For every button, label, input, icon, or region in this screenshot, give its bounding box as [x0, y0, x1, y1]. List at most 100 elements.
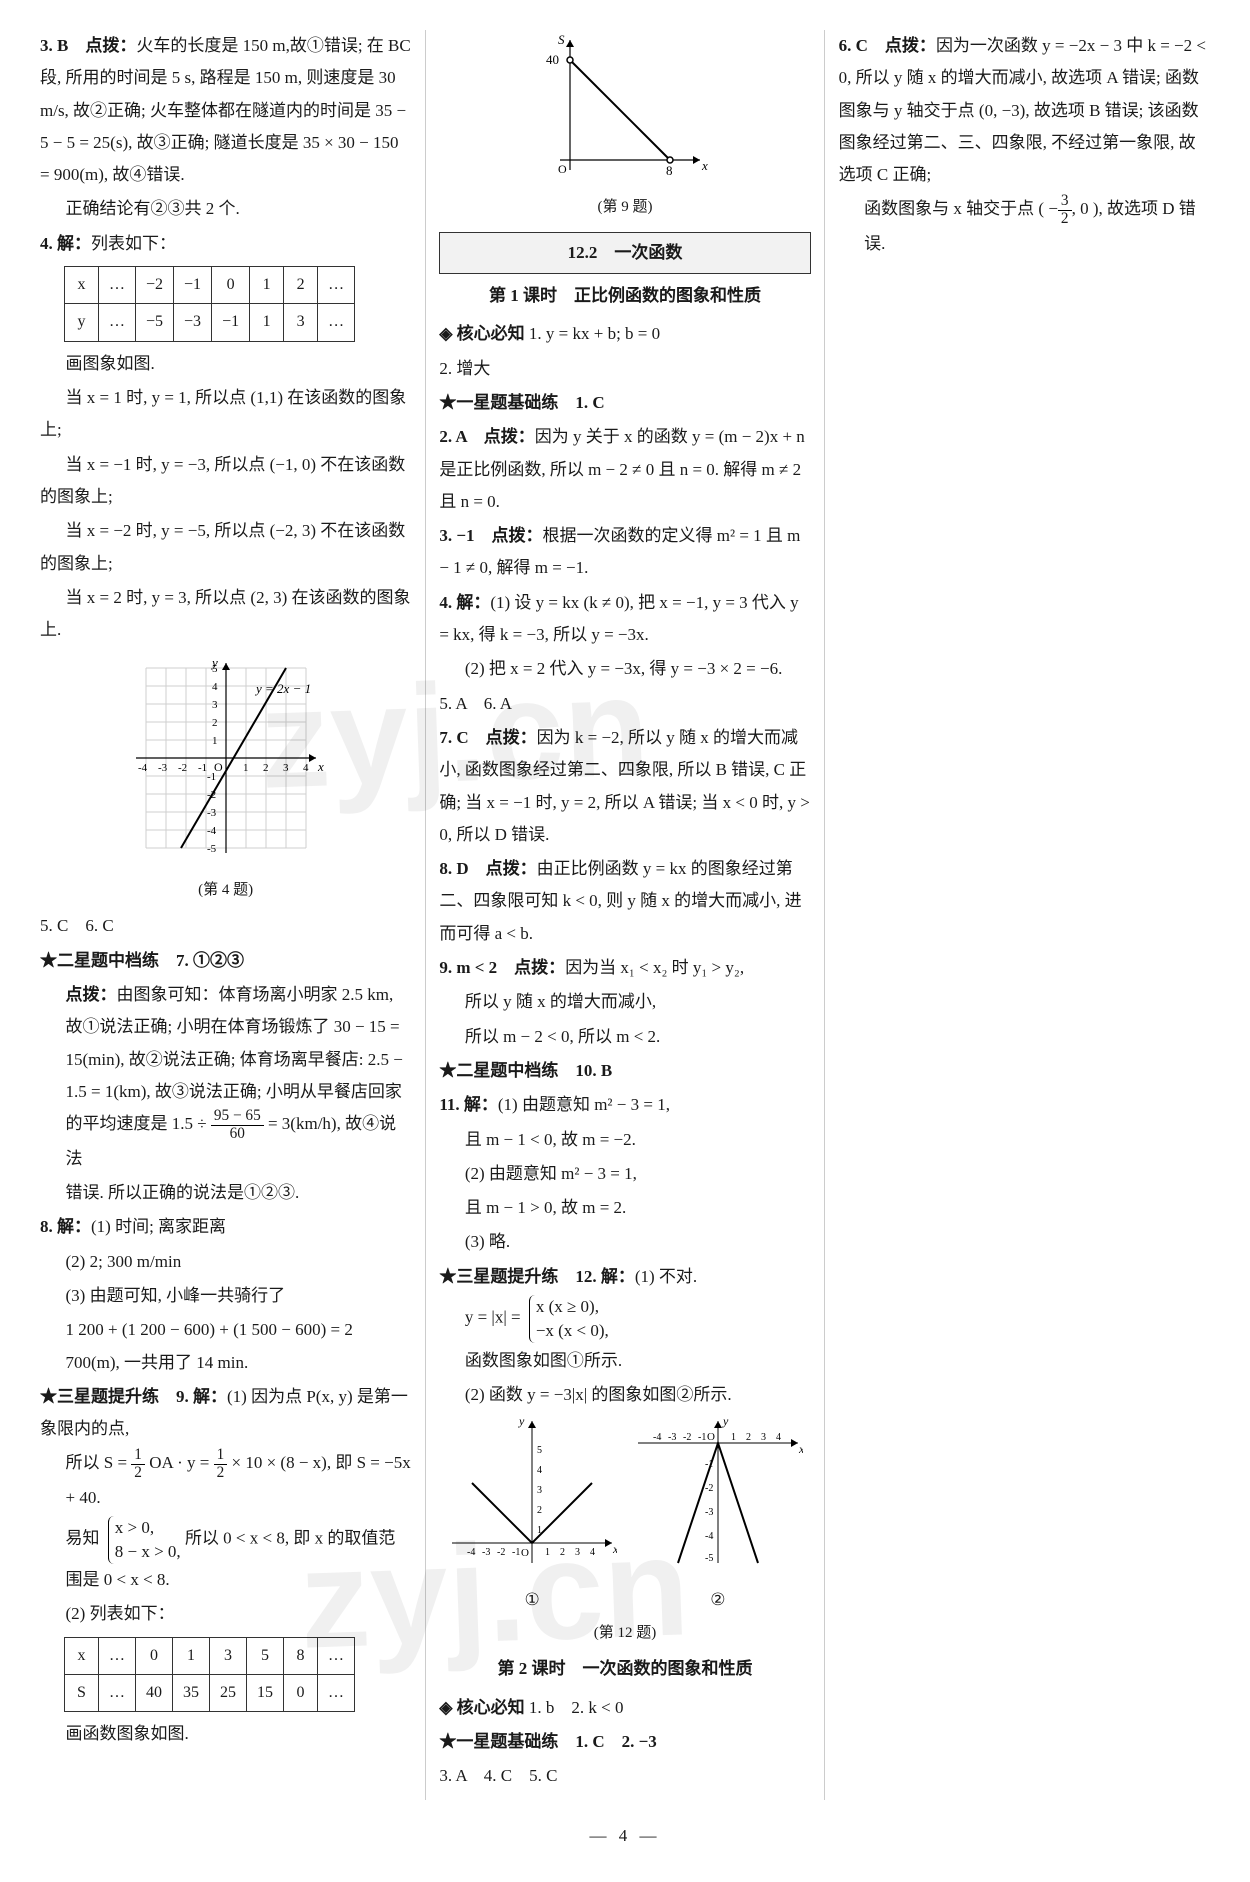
svg-text:1: 1: [212, 735, 218, 747]
c1-star2: ★二星题中档练 7. ①②③: [40, 945, 411, 977]
svg-text:2: 2: [263, 762, 269, 774]
c2-star3-head: ★三星题提升练 9. 解：: [40, 1387, 227, 1406]
c3-q12-eq: y = |x| = x (x ≥ 0), −x (x < 0),: [439, 1295, 810, 1343]
c1-cap4: (第 4 题): [40, 876, 411, 905]
svg-text:-5: -5: [207, 843, 217, 855]
c1-graph4: x y O y = 2x − 1 -4-3-2-11234-5-4-3-2-11…: [40, 653, 411, 905]
t2r1c2: …: [99, 1637, 136, 1674]
hexin2-2: 2. k < 0: [571, 1698, 623, 1717]
hexin2-1: 1. b: [529, 1698, 555, 1717]
c2-q3b: 3. −1 点拨：根据一次函数的定义得 m² = 1 且 m − 1 ≠ 0, …: [439, 520, 810, 585]
c3-graph12: x y O 12345 1234 -1-2-3-4 ① x y O: [439, 1413, 810, 1617]
c3-q11-head: 11. 解：: [439, 1095, 498, 1114]
svg-text:-4: -4: [138, 762, 148, 774]
c3-q8-head: 8. D 点拨：: [439, 859, 536, 878]
svg-text:-2: -2: [705, 1483, 713, 1494]
svg-text:3: 3: [283, 762, 289, 774]
t2r1c3: 0: [136, 1637, 173, 1674]
keshi2: 第 2 课时 一次函数的图象和性质: [439, 1653, 810, 1685]
g12b-label: ②: [633, 1584, 803, 1616]
c1-q3-tail: 正确结论有②③共 2 个.: [40, 193, 411, 225]
bb: 8 − x > 0,: [115, 1542, 181, 1561]
t2r2c7: 0: [284, 1674, 318, 1711]
t1r2c4: −3: [174, 304, 212, 341]
c1-q8-2: (2) 2; 300 m/min: [40, 1246, 411, 1278]
t1r2c7: 3: [284, 304, 318, 341]
svg-text:1: 1: [545, 1547, 550, 1558]
h2n: 1: [214, 1447, 228, 1465]
svg-text:3: 3: [761, 1432, 766, 1443]
c1-q8-head: 8. 解：: [40, 1217, 91, 1236]
c3-q11-3: (3) 略.: [439, 1226, 810, 1258]
c1-q7-tail: 错误. 所以正确的说法是①②③.: [40, 1177, 411, 1209]
t1r1c2: …: [99, 267, 136, 304]
t1r2c2: …: [99, 304, 136, 341]
svg-text:1: 1: [537, 1525, 542, 1536]
section-12-2: 12.2 一次函数: [439, 232, 810, 274]
hexin1-label: ◈ 核心必知: [439, 324, 524, 343]
c3-l345: 3. A 4. C 5. C: [439, 1760, 810, 1792]
c1-q8-3b: 1 200 + (1 200 − 600) + (1 500 − 600) = …: [40, 1314, 411, 1379]
c1-q4-t2: 画图象如图.: [40, 348, 411, 380]
brace1: x > 0, 8 − x > 0,: [108, 1516, 181, 1564]
ba: x > 0,: [115, 1518, 154, 1537]
c2-q2-head: 2. A 点拨：: [439, 427, 534, 446]
c2-q4b: 4. 解：(1) 设 y = kx (k ≠ 0), 把 x = −1, y =…: [439, 587, 810, 652]
t1r2c3: −5: [136, 304, 174, 341]
t2r2c5: 25: [210, 1674, 247, 1711]
t2r2c1: S: [65, 1674, 99, 1711]
c3-q6-tail: 函数图象与 x 轴交于点 ( −32, 0 ), 故选项 D 错误.: [839, 193, 1210, 260]
g12a-wrap: x y O 12345 1234 -1-2-3-4 ①: [447, 1413, 617, 1617]
c2-q9-eq1: 所以 S = 12 OA · y = 12 × 10 × (8 − x), 即 …: [40, 1447, 411, 1514]
c2-q7b: 7. C 点拨：因为 k = −2, 所以 y 随 x 的增大而减小, 函数图象…: [439, 722, 810, 851]
c2-q9-draw: 画函数图象如图.: [40, 1718, 411, 1750]
t1r1c6: 1: [250, 267, 284, 304]
svg-text:40: 40: [546, 52, 559, 67]
c2-q4b-1: (1) 设 y = kx (k ≠ 0), 把 x = −1, y = 3 代入…: [439, 593, 798, 644]
svg-text:3: 3: [212, 699, 218, 711]
half1: 12: [131, 1447, 145, 1482]
g12b-wrap: x y O -1-2-3-4-5 1234 -1-2-3-4 ②: [633, 1413, 803, 1617]
c3-star2: ★二星题中档练 10. B: [439, 1055, 810, 1087]
t2r1c5: 3: [210, 1637, 247, 1674]
q6fd: 2: [1058, 211, 1072, 228]
c3-q6-body: 因为一次函数 y = −2x − 3 中 k = −2 < 0, 所以 y 随 …: [839, 36, 1206, 184]
c2-q9-table: x … 0 1 3 5 8 … S … 40 35 25 15 0 …: [64, 1637, 355, 1713]
c1-q4-head: 4. 解：: [40, 234, 91, 253]
c1-q8-1: (1) 时间; 离家距离: [91, 1217, 226, 1236]
hexin2-label: ◈ 核心必知: [439, 1698, 524, 1717]
svg-text:2: 2: [537, 1505, 542, 1516]
svg-text:x: x: [798, 1442, 803, 1456]
svg-text:y: y: [722, 1414, 729, 1428]
fn1: 95 − 65: [211, 1108, 264, 1126]
half2: 12: [214, 1447, 228, 1482]
svg-text:-1: -1: [698, 1432, 706, 1443]
c3-q6: 6. C 点拨：因为一次函数 y = −2x − 3 中 k = −2 < 0,…: [839, 30, 1210, 191]
c2-star1: ★一星题基础练 1. C: [439, 387, 810, 419]
brace2: x (x ≥ 0), −x (x < 0),: [529, 1295, 609, 1343]
c3-star1b: ★一星题基础练 1. C 2. −3: [439, 1726, 810, 1758]
fd1: 60: [211, 1126, 264, 1143]
c1-q7-db: 点拨：: [66, 985, 117, 1004]
svg-text:-4: -4: [207, 825, 217, 837]
c2-q3b-head: 3. −1 点拨：: [439, 526, 542, 545]
t2r2c2: …: [99, 1674, 136, 1711]
svg-text:1: 1: [731, 1432, 736, 1443]
c3-q11-2a: (2) 由题意知 m² − 3 = 1,: [439, 1158, 810, 1190]
svg-text:S: S: [558, 32, 565, 47]
svg-text:-1: -1: [207, 771, 216, 783]
svg-text:y = 2x − 1: y = 2x − 1: [254, 681, 311, 696]
t1r1c3: −2: [136, 267, 174, 304]
b2a: x (x ≥ 0),: [536, 1297, 599, 1316]
svg-text:O: O: [558, 162, 567, 176]
svg-text:2: 2: [212, 717, 218, 729]
svg-text:3: 3: [537, 1485, 542, 1496]
t1r2c5: −1: [212, 304, 250, 341]
svg-text:-3: -3: [158, 762, 168, 774]
c3-q11-1a: (1) 由题意知 m² − 3 = 1,: [498, 1095, 670, 1114]
svg-text:-1: -1: [198, 762, 207, 774]
svg-text:-3: -3: [207, 807, 217, 819]
svg-text:5: 5: [537, 1445, 542, 1456]
t1r2c1: y: [65, 304, 99, 341]
svg-text:-1: -1: [512, 1547, 520, 1558]
